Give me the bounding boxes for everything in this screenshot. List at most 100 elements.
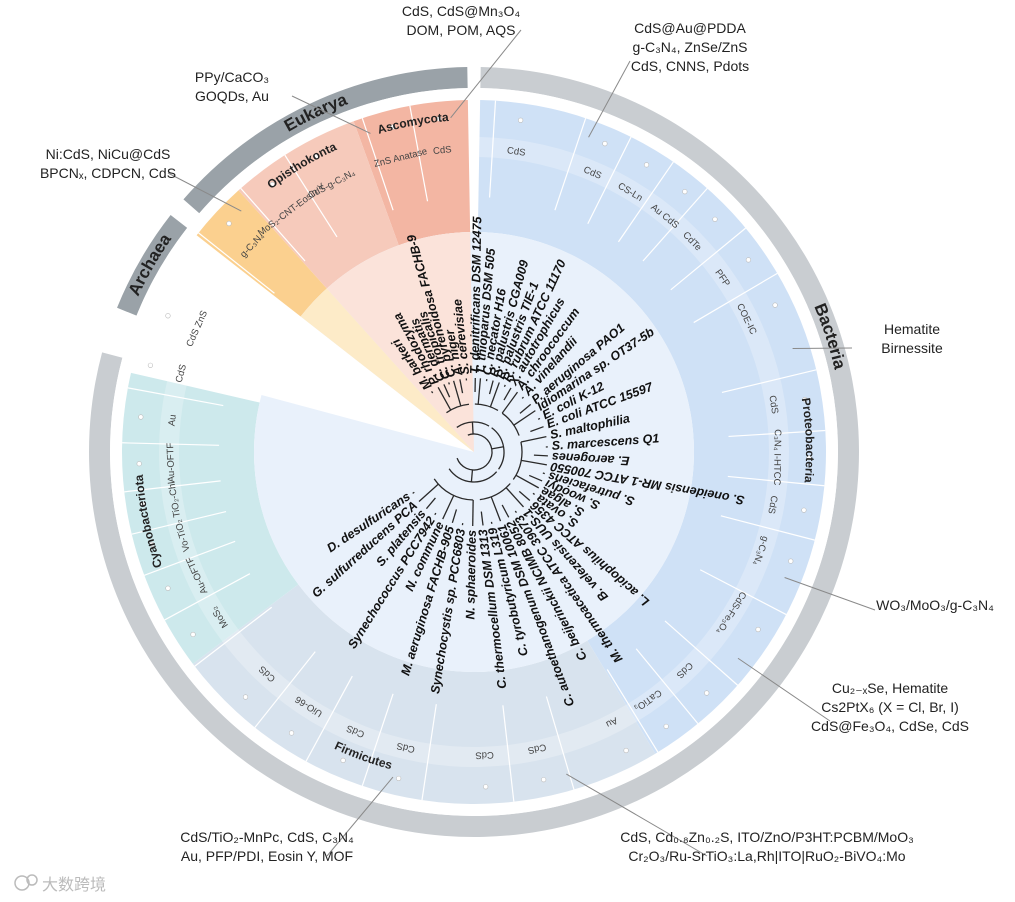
tree-clade-arc (433, 478, 474, 501)
material-dot (602, 141, 608, 147)
callout-text: DOM, POM, AQS (407, 22, 516, 38)
material-dot (242, 694, 249, 700)
material-divider (194, 606, 273, 667)
tree-leaf-branch (477, 378, 482, 405)
tree-leaf-branch (412, 491, 415, 494)
material-dot (288, 730, 295, 736)
tree-leaf-branch (519, 403, 532, 414)
material-divider (642, 187, 708, 262)
tree-clade-arc (474, 403, 499, 411)
material-divider (721, 369, 817, 394)
tree-leaf-branch (425, 497, 436, 510)
inner-disc (122, 100, 826, 802)
tree-leaf-branch (490, 496, 502, 522)
material-dot (643, 162, 650, 168)
callout-leader-line (291, 95, 371, 134)
material-divider (502, 705, 515, 802)
material-divider (635, 648, 699, 724)
tree-leaf-branch (442, 495, 455, 520)
phylum-sector-opisthokonta (238, 121, 399, 289)
phylum-sector-ascomycota (353, 100, 471, 246)
tree-root-arc (456, 433, 493, 471)
tree-clade-arc (512, 441, 523, 480)
tree-leaf-branch (521, 459, 547, 466)
material-divider (127, 387, 224, 407)
material-label: CdS (174, 363, 189, 384)
species-label: N. sphaeroides (463, 530, 479, 620)
domain-arc-eukarya (183, 67, 468, 214)
inner-fill-archaea (300, 288, 474, 452)
material-divider (727, 475, 825, 487)
tree-leaf-branch (542, 472, 545, 475)
callout-text: BPCNₓ, CDPCN, CdS (40, 165, 176, 181)
tree-leaf-branch (448, 382, 450, 385)
tree-clade-arc (479, 483, 511, 501)
callout-leader-line (588, 60, 631, 138)
callout-text: CdS, CNNS, Pdots (631, 58, 749, 74)
material-dot (149, 541, 155, 547)
material-dot (755, 626, 761, 633)
material-divider (617, 161, 674, 243)
material-divider (670, 227, 746, 291)
callout-text: Cr₂O₃/Ru-SrTiO₃:La,Rh|ITO|RuO₂-BiVO₄:Mo (628, 848, 905, 864)
phylum-sector-cyanobacteriota (121, 372, 299, 664)
material-divider (124, 480, 221, 493)
tree-root-branch (491, 446, 504, 450)
material-divider (488, 100, 497, 198)
callout-text: CdS/TiO₂-MnPc, CdS, C₃N₄ (180, 829, 354, 845)
material-divider (720, 515, 815, 541)
domain-arc-archaea (117, 214, 188, 316)
tree-leaf-branch (503, 387, 512, 401)
callout-text: Au, PFP/PDI, Eosin Y, MOF (181, 848, 353, 864)
material-dot (712, 216, 718, 222)
material-dot (140, 501, 146, 508)
tree-leaf-branch (452, 380, 462, 407)
material-dot (623, 747, 629, 754)
species-label: E. aerogenes (551, 450, 629, 468)
material-dot (190, 631, 196, 638)
callout-leader-line (326, 776, 394, 857)
tree-clade-arc (448, 468, 498, 483)
tree-leaf-branch (503, 384, 506, 388)
material-dot (518, 117, 524, 123)
material-divider (164, 573, 251, 621)
material-dot (136, 461, 142, 467)
material-dot (436, 116, 442, 122)
material-label: CdS (475, 749, 494, 761)
tree-leaf-branch (418, 483, 439, 502)
material-label: Au-OFTF (165, 442, 177, 482)
material-divider (141, 333, 234, 368)
material-label: C₃N₄ I-HTCC (771, 429, 783, 486)
material-divider (198, 232, 275, 294)
material-divider (545, 696, 575, 790)
tree-leaf-branch (530, 426, 544, 433)
callout-annotations: CdS, CdS@Mn₃O₄ DOM, POM, AQS PPy/CaCO₃ GOQD… (40, 3, 994, 864)
tree-leaf-branch (532, 492, 535, 495)
material-divider (409, 105, 429, 202)
material-dot (788, 558, 794, 564)
material-dot (483, 784, 489, 790)
material-dot (165, 585, 171, 591)
callout-text: CdS, CdS@Mn₃O₄ (402, 3, 520, 19)
material-divider (693, 272, 778, 324)
tree-leaf-branch (505, 487, 524, 508)
tree-clade-arc (501, 412, 520, 436)
callout-leader-line (737, 657, 831, 722)
material-dot (682, 189, 688, 195)
tree-leaf-branch (489, 382, 500, 408)
phylum-label: Proteobacteria (799, 397, 817, 484)
tree-leaf-branch (434, 512, 437, 516)
callout-text: WO₃/MoO₃/g-C₃N₄ (876, 597, 994, 613)
material-divider (421, 704, 437, 801)
material-divider (728, 429, 826, 438)
tree-leaf-branch (514, 510, 517, 513)
material-dot (806, 455, 812, 461)
tree-leaf-branch (528, 474, 543, 482)
material-dot (147, 362, 154, 368)
material-divider (122, 442, 220, 446)
tree-clade-arc (446, 403, 470, 414)
tree-leaf-branch (451, 509, 458, 523)
material-dot (745, 257, 752, 263)
material-dot (801, 507, 807, 513)
